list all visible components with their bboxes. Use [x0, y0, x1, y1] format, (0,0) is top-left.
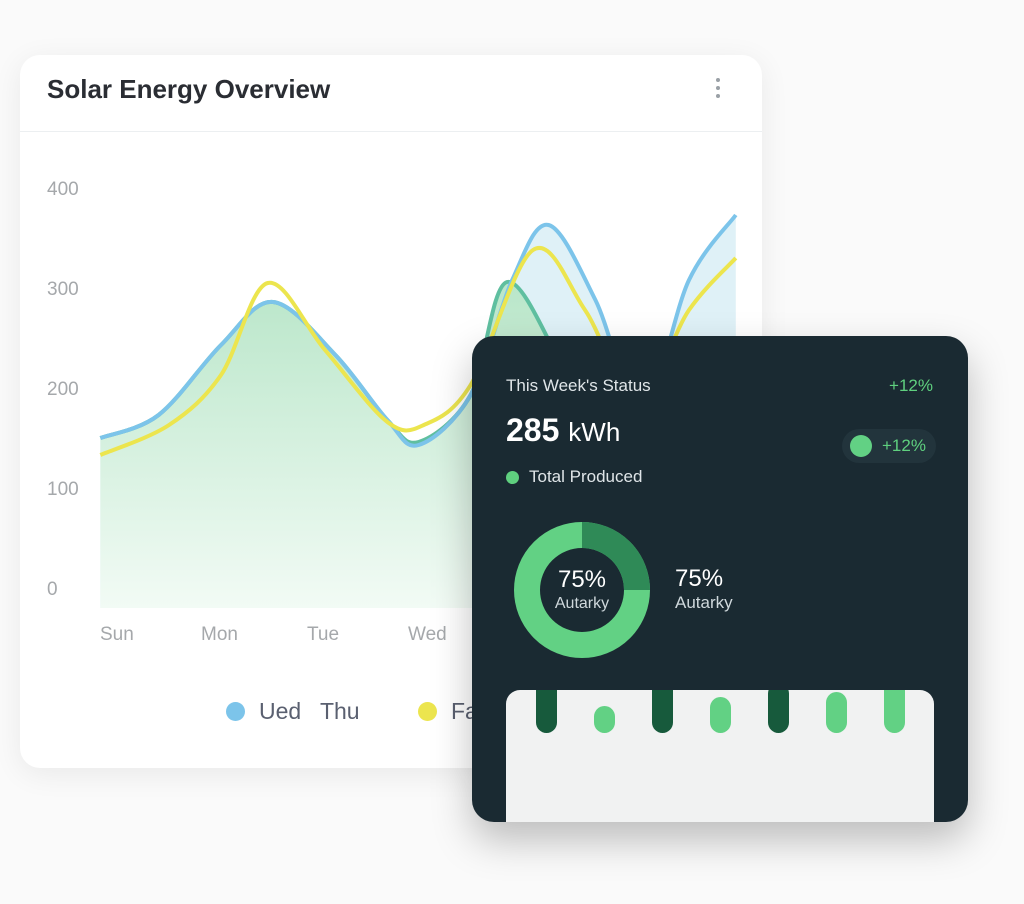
day-bar	[594, 706, 615, 733]
green-dot-icon	[850, 435, 872, 457]
y-tick: 200	[47, 379, 79, 400]
legend-total-produced: Total Produced	[506, 467, 642, 487]
day-bar	[826, 692, 847, 733]
autarky-label: Autarky	[675, 593, 733, 612]
donut-label: Autarky	[554, 595, 610, 612]
x-tick: Mon	[201, 624, 238, 645]
more-vertical-icon[interactable]	[710, 75, 726, 103]
day-bar	[710, 697, 731, 733]
header-divider	[20, 131, 762, 132]
card-title: Solar Energy Overview	[47, 74, 331, 104]
x-tick: Wed	[408, 624, 447, 645]
value-number: 285	[506, 412, 560, 448]
legend-label: Ued Thu	[259, 698, 360, 724]
autarky-value: 75%	[675, 565, 724, 592]
weekly-status-card: This Week's Status +12% 285 kWh Total Pr…	[472, 336, 968, 822]
y-tick: 0	[47, 579, 58, 600]
y-tick: 300	[47, 279, 79, 300]
energy-value: 285 kWh	[506, 412, 620, 449]
delta-pill[interactable]: +12%	[842, 429, 936, 463]
donut-value: 75%	[557, 566, 607, 593]
legend-dot	[418, 702, 437, 721]
green-dot-icon	[506, 470, 519, 484]
legend-item-yellow[interactable]: Fa	[418, 698, 478, 725]
daily-bar-chart	[506, 690, 934, 822]
legend-item-blue[interactable]: Ued Thu	[226, 698, 360, 725]
autarky-donut	[514, 522, 650, 658]
x-tick: Sun	[100, 624, 134, 645]
legend-label: Total Produced	[529, 467, 643, 486]
status-title: This Week's Status	[506, 376, 651, 395]
delta-badge: +12%	[889, 376, 933, 395]
value-unit: kWh	[568, 417, 621, 447]
day-bar	[768, 690, 789, 733]
day-bar	[536, 690, 557, 733]
day-bar	[652, 690, 673, 733]
y-tick: 100	[47, 479, 79, 500]
day-bar	[884, 690, 905, 733]
donut-segment	[581, 522, 650, 591]
y-tick: 400	[47, 179, 79, 200]
x-tick: Tue	[307, 624, 340, 645]
legend-dot	[226, 702, 245, 721]
pill-label: +12%	[882, 436, 926, 455]
